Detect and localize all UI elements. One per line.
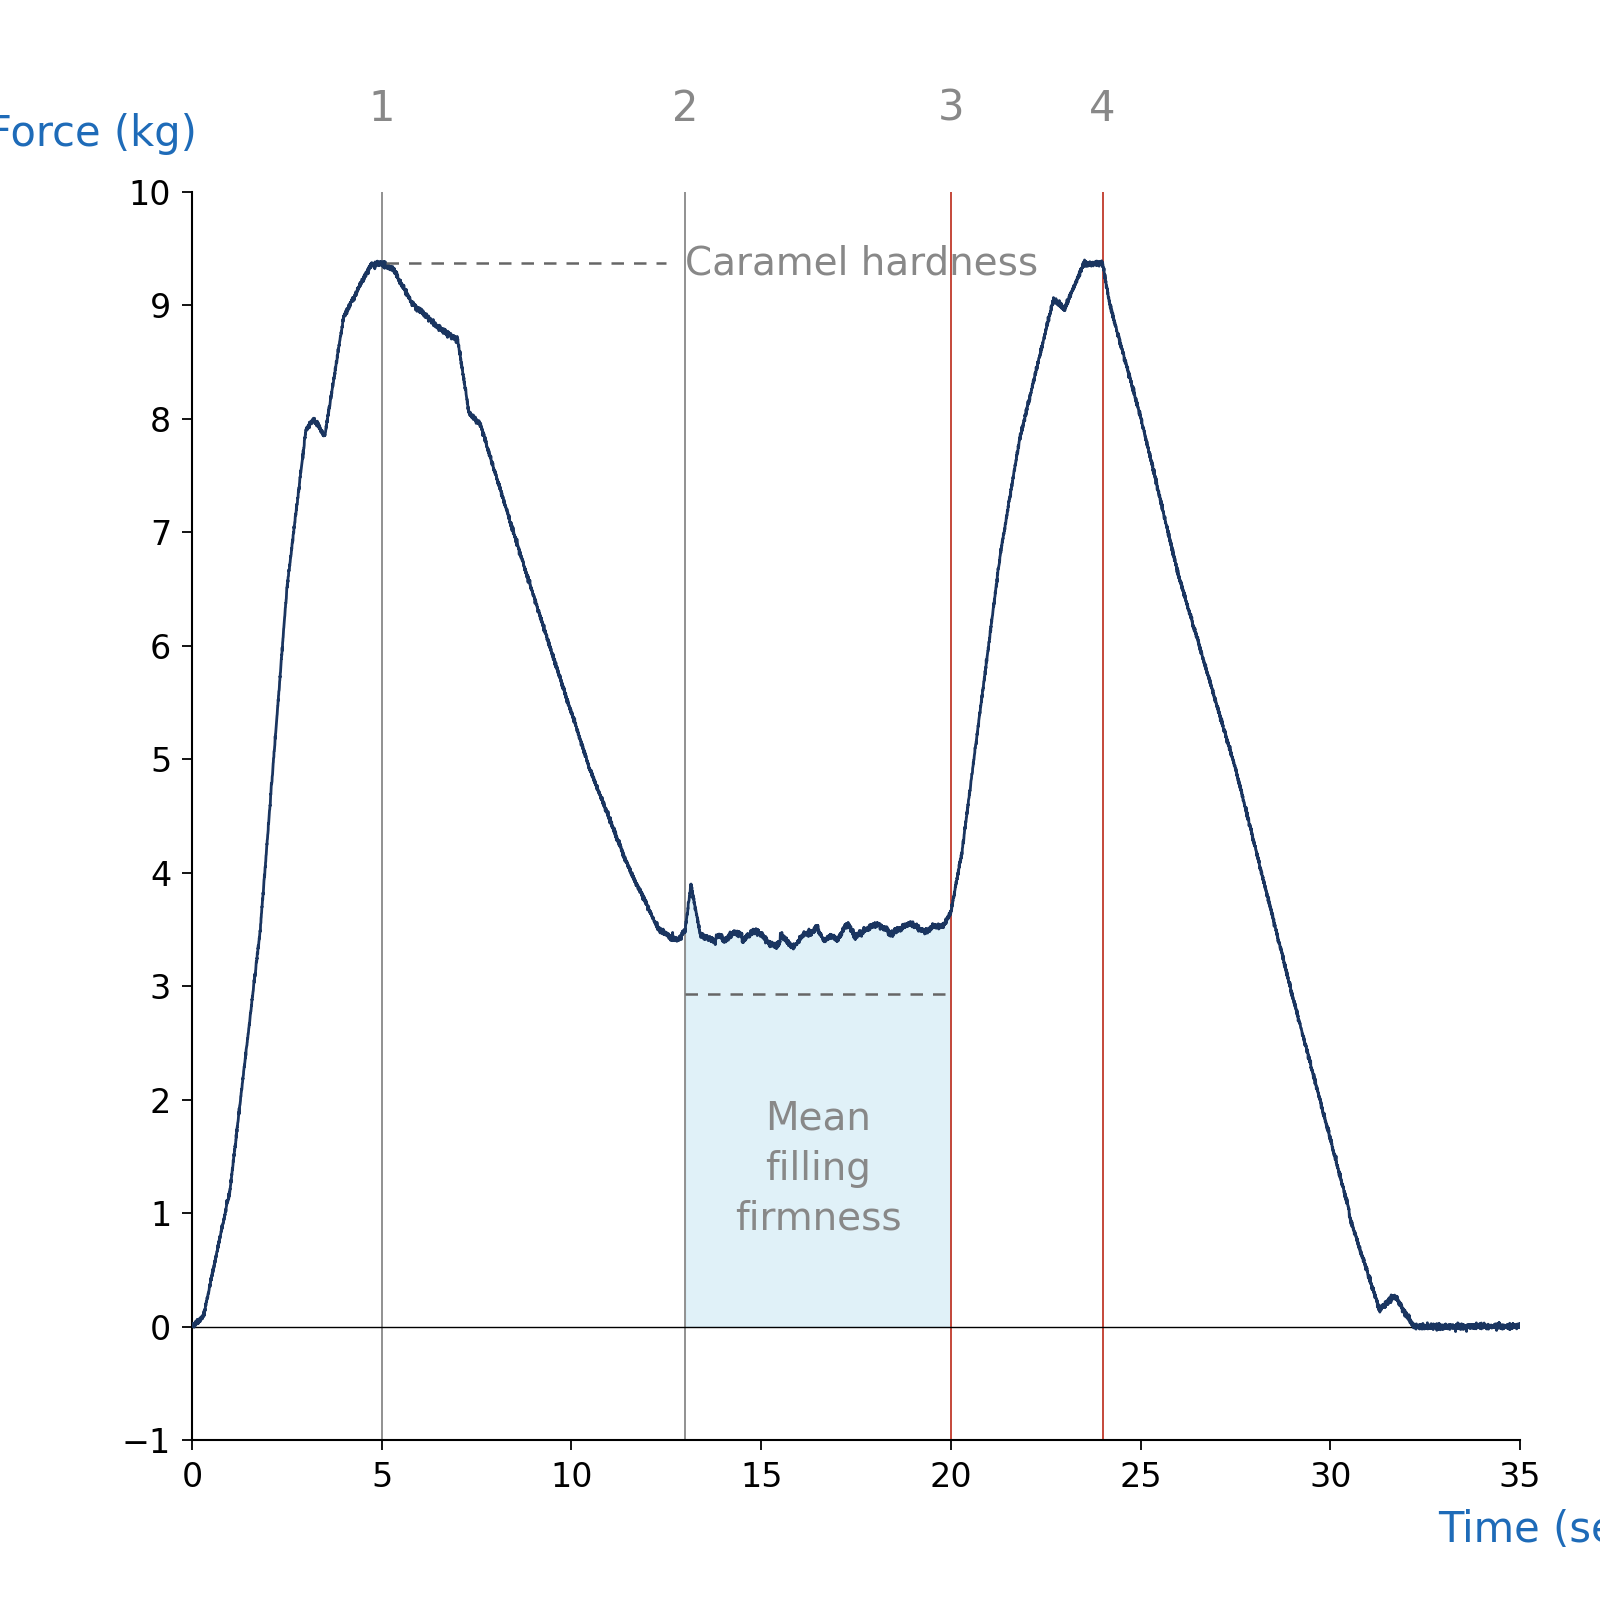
Text: 2: 2	[672, 88, 699, 130]
Text: Caramel hardness: Caramel hardness	[685, 245, 1038, 283]
Y-axis label: Force (kg): Force (kg)	[0, 112, 197, 155]
X-axis label: Time (sec): Time (sec)	[1438, 1509, 1600, 1550]
Text: 4: 4	[1090, 88, 1115, 130]
Text: Mean
filling
firmness: Mean filling firmness	[734, 1099, 901, 1238]
Text: 3: 3	[938, 88, 965, 130]
Text: 1: 1	[368, 88, 395, 130]
